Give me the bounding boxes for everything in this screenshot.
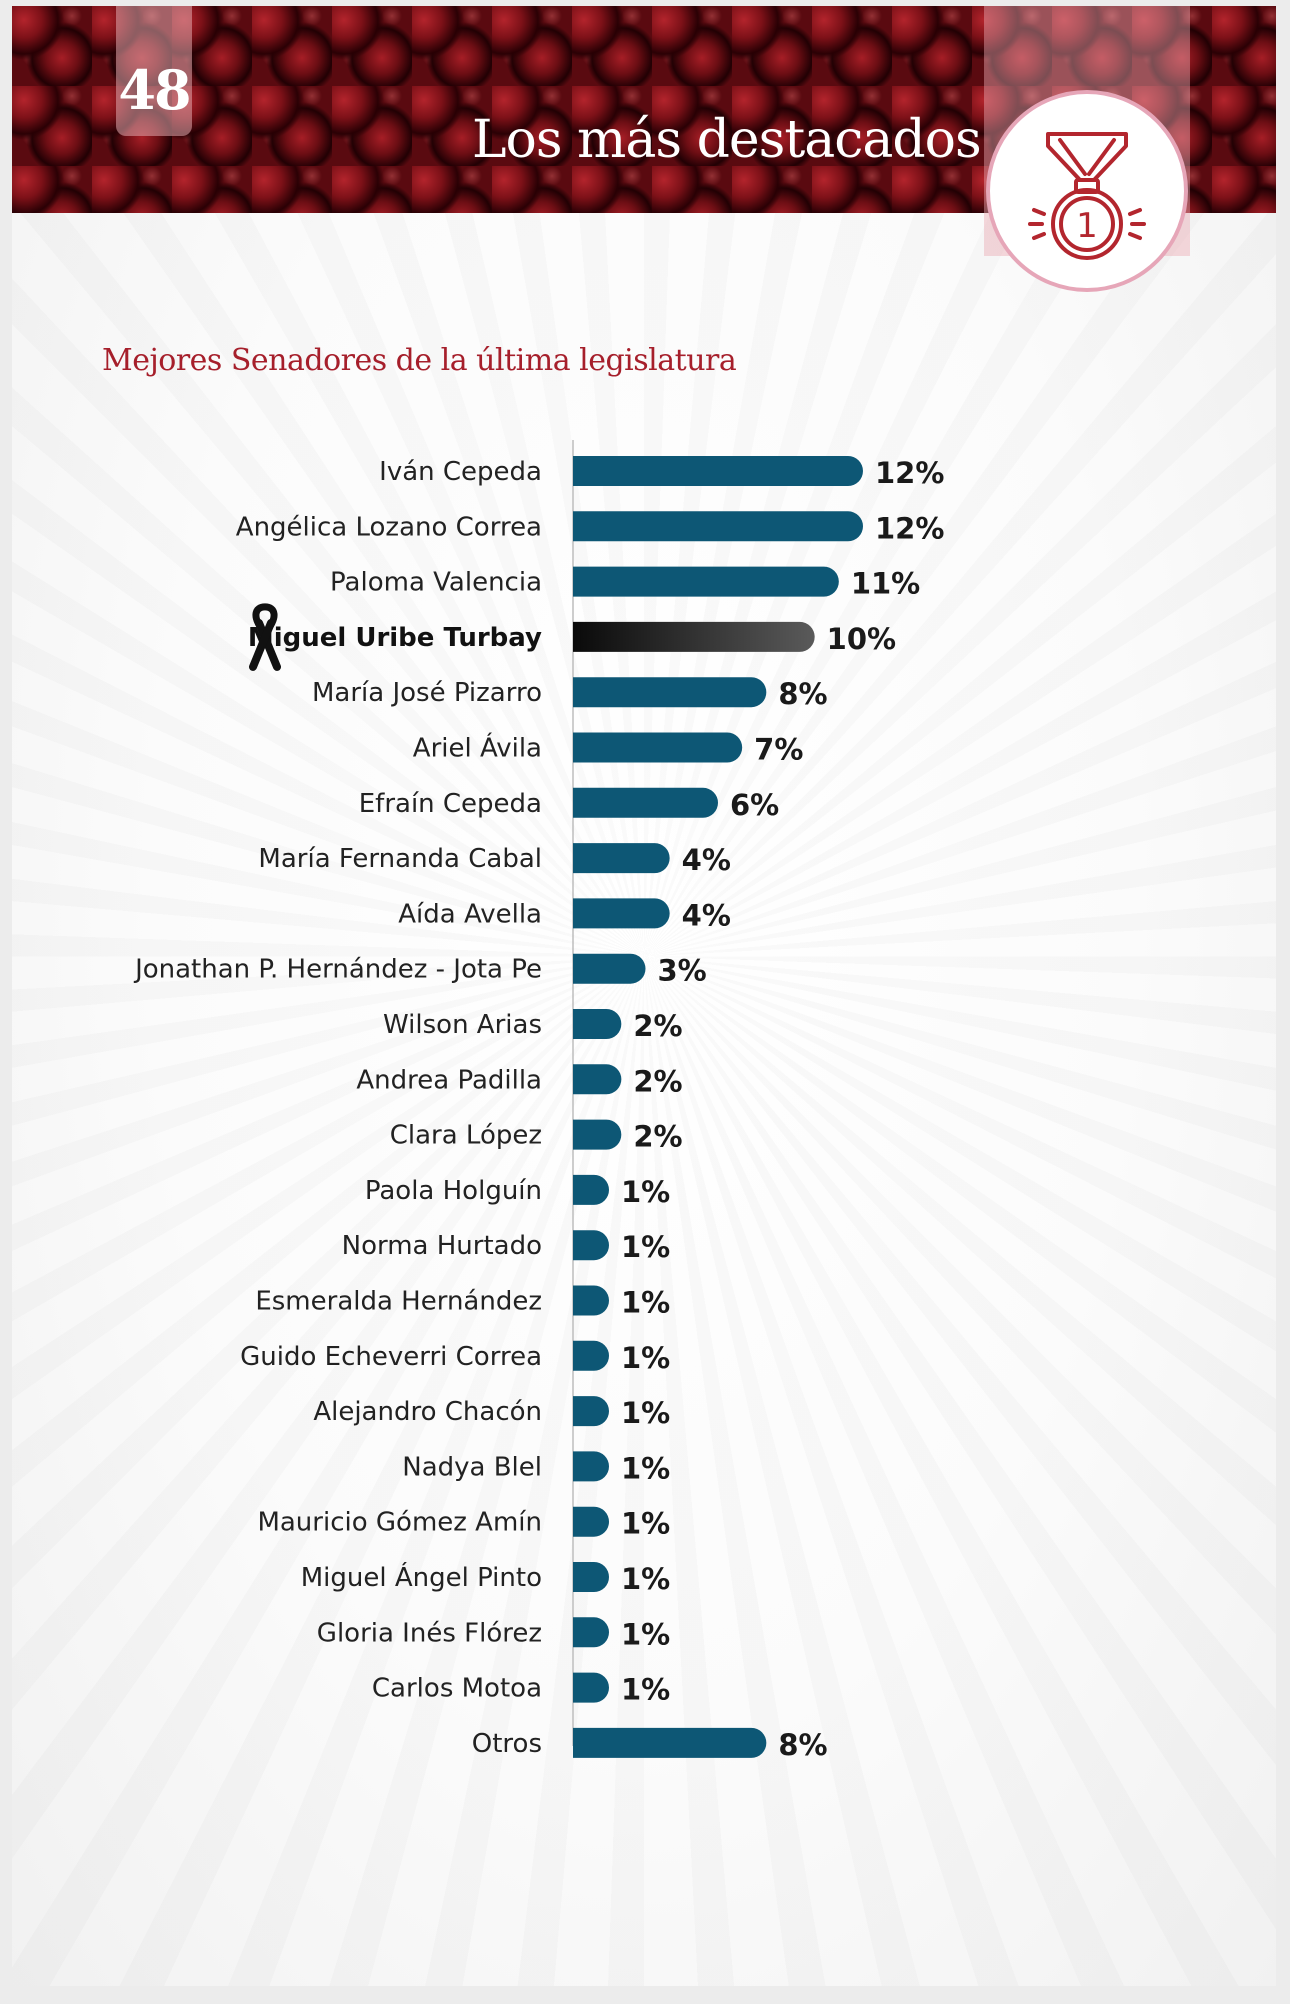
value-label-22: 1% (621, 1673, 670, 1707)
category-label-1: Angélica Lozano Correa (236, 512, 542, 542)
category-label-18: Nadya Blel (402, 1452, 542, 1482)
bar-20 (573, 1562, 609, 1592)
bar-17 (573, 1396, 610, 1427)
category-label-14: Norma Hurtado (342, 1231, 542, 1261)
category-label-16: Guido Echeverri Correa (240, 1342, 542, 1372)
category-label-2: Paloma Valencia (330, 568, 542, 598)
bar-0 (573, 456, 863, 486)
value-label-20: 1% (621, 1562, 670, 1596)
bar-chart: Iván Cepeda 12% Angélica Lozano Correa 12% P… (133, 440, 944, 1762)
category-label-0: Iván Cepeda (379, 457, 542, 487)
report-page: 48 Los más destacados 1 Mejores Senadore… (12, 6, 1276, 1986)
value-label-23: 8% (778, 1728, 827, 1762)
category-label-5: Ariel Ávila (413, 732, 542, 764)
category-label-17: Alejandro Chacón (313, 1397, 542, 1427)
value-label-19: 1% (621, 1507, 670, 1541)
bar-15 (573, 1285, 610, 1316)
bar-22 (573, 1672, 610, 1703)
value-label-13: 1% (621, 1175, 670, 1209)
bar-14 (573, 1230, 610, 1261)
value-label-10: 2% (633, 1009, 682, 1043)
black-mourning-ribbon-icon (249, 603, 281, 671)
value-label-2: 11% (851, 567, 920, 601)
category-label-7: María Fernanda Cabal (258, 844, 542, 874)
header-title: Los más destacados (472, 110, 982, 170)
category-label-4: María José Pizarro (312, 678, 542, 708)
category-label-12: Clara López (390, 1121, 542, 1151)
bar-6 (573, 787, 719, 818)
value-label-17: 1% (621, 1396, 670, 1430)
category-label-11: Andrea Padilla (356, 1065, 542, 1095)
value-label-4: 8% (778, 677, 827, 711)
bars-group: Iván Cepeda 12% Angélica Lozano Correa 12% P… (133, 456, 944, 1762)
bar-3 (573, 621, 815, 652)
category-label-10: Wilson Arias (383, 1010, 542, 1040)
category-label-6: Efraín Cepeda (359, 789, 542, 819)
bar-2 (573, 566, 839, 597)
value-label-5: 7% (754, 733, 803, 767)
bar-18 (573, 1451, 610, 1482)
value-label-16: 1% (621, 1341, 670, 1375)
chart-title: Mejores Senadores de la última legislatu… (102, 343, 737, 378)
bar-21 (573, 1617, 610, 1648)
value-label-7: 4% (682, 843, 731, 877)
value-label-11: 2% (633, 1064, 682, 1098)
bar-11 (573, 1064, 622, 1095)
value-label-3: 10% (827, 622, 896, 656)
category-label-23: Otros (472, 1729, 542, 1759)
bar-12 (573, 1119, 622, 1150)
value-label-21: 1% (621, 1617, 670, 1651)
value-label-1: 12% (875, 511, 944, 545)
category-label-20: Miguel Ángel Pinto (301, 1561, 542, 1593)
medal-first-place-icon: 1 (1028, 132, 1146, 260)
bar-10 (573, 1009, 622, 1039)
page-number: 48 (118, 58, 191, 122)
category-label-13: Paola Holguín (365, 1176, 542, 1206)
category-label-19: Mauricio Gómez Amín (257, 1508, 542, 1538)
category-label-9: Jonathan P. Hernández - Jota Pe (133, 955, 542, 985)
bar-13 (573, 1174, 610, 1205)
bar-9 (573, 953, 646, 984)
value-label-18: 1% (621, 1451, 670, 1485)
bar-1 (573, 511, 864, 542)
bar-7 (573, 843, 670, 874)
value-label-14: 1% (621, 1230, 670, 1264)
category-label-15: Esmeralda Hernández (255, 1287, 542, 1317)
value-label-15: 1% (621, 1286, 670, 1320)
category-label-3: Miguel Uribe Turbay (248, 623, 542, 653)
medal-number: 1 (1076, 206, 1098, 246)
value-label-9: 3% (658, 954, 707, 988)
bar-16 (573, 1340, 610, 1371)
category-label-22: Carlos Motoa (372, 1674, 542, 1704)
bar-4 (573, 677, 767, 708)
bar-19 (573, 1506, 610, 1537)
value-label-6: 6% (730, 788, 779, 822)
bar-5 (573, 732, 743, 763)
value-label-12: 2% (633, 1120, 682, 1154)
value-label-8: 4% (682, 898, 731, 932)
bar-23 (573, 1727, 767, 1758)
category-label-8: Aída Avella (398, 899, 542, 929)
page-number-tab (116, 6, 192, 136)
bar-8 (573, 898, 670, 929)
category-label-21: Gloria Inés Flórez (317, 1618, 542, 1648)
value-label-0: 12% (875, 456, 944, 490)
medal-badge: 1 (986, 90, 1188, 292)
